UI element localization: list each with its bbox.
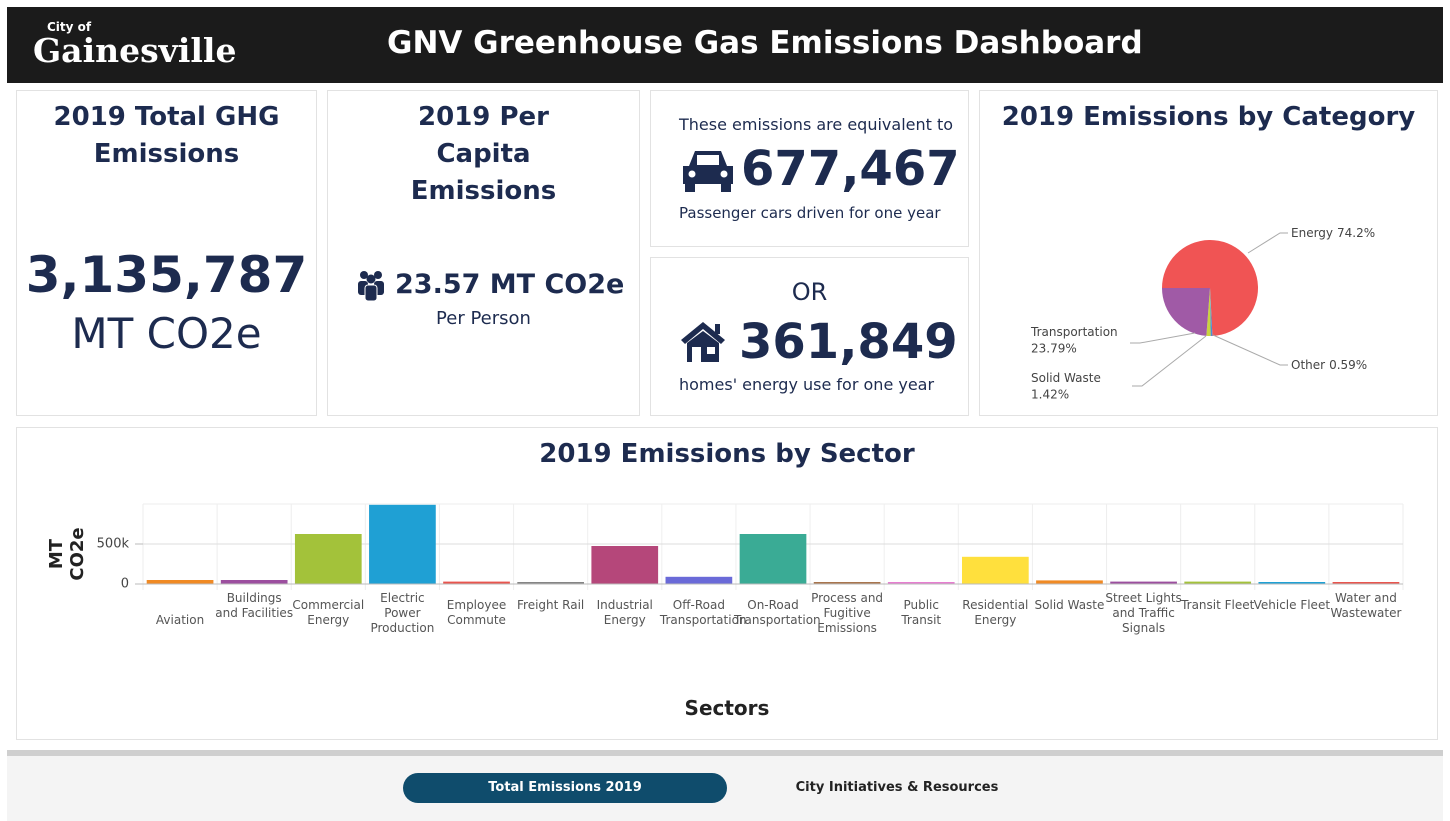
x-tick-label: Solid Waste xyxy=(1034,598,1105,612)
total-unit: MT CO2e xyxy=(71,309,262,358)
pie-label-value: 1.42% xyxy=(1031,388,1069,402)
bar xyxy=(813,582,881,584)
pie-slice xyxy=(1210,288,1213,336)
leader-line xyxy=(1212,334,1288,366)
bar xyxy=(294,534,362,584)
pie-label-value: 74.2% xyxy=(1337,226,1375,240)
bar xyxy=(1184,581,1252,584)
total-value: 3,135,787 xyxy=(25,246,308,304)
sector-card: 2019 Emissions by Sector MT CO2e Sectors… xyxy=(16,427,1438,740)
bar xyxy=(739,534,807,584)
x-tick-label: Buildings and Facilities xyxy=(215,591,294,620)
x-tick-label: Commercial Energy xyxy=(292,598,365,627)
bar xyxy=(220,580,288,584)
x-tick-label: Process and Fugitive Emissions xyxy=(811,591,884,635)
per-capita-value: 23.57 MT CO2e xyxy=(395,269,625,300)
bar xyxy=(517,582,584,584)
bar-chart: 0 500k xyxy=(97,503,1404,592)
x-tick-label: On-Road Transportation xyxy=(734,598,821,627)
homes-intro: OR xyxy=(791,278,828,306)
tab[interactable]: City Initiatives & Resources xyxy=(795,780,999,795)
tab-active[interactable]: Total Emissions 2019 xyxy=(403,773,727,803)
total-card: 2019 Total GHG Emissions 3,135,787 MT CO… xyxy=(16,90,317,416)
pie-label-value: 0.59% xyxy=(1329,358,1367,372)
x-tick-label: Residential Energy xyxy=(962,598,1029,627)
pie-chart: Energy 74.2% Other 0.59% Solid Waste 1.42% Tra… xyxy=(1030,226,1375,402)
bar xyxy=(665,576,733,584)
x-tick-label: Street Lights and Traffic Signals xyxy=(1105,591,1182,635)
people-icon xyxy=(358,271,384,301)
x-tick-label: Aviation xyxy=(155,613,205,627)
bar xyxy=(1110,581,1177,584)
bar xyxy=(146,580,214,584)
y-tick-label: 500k xyxy=(97,537,130,552)
pie-label-name: Other xyxy=(1291,358,1325,372)
car-icon xyxy=(683,151,733,192)
page-title: GNV Greenhouse Gas Emissions Dashboard xyxy=(387,25,1143,61)
bar xyxy=(887,582,955,584)
bar xyxy=(443,581,510,584)
leader-line xyxy=(1130,332,1196,344)
x-tick-label: Public Transit xyxy=(901,598,942,627)
pie-slice xyxy=(1162,288,1210,336)
chart-title: 2019 Emissions by Sector xyxy=(539,439,915,469)
bar xyxy=(591,546,659,584)
logo-small: City of xyxy=(47,20,92,34)
pie-label: Energy 74.2% xyxy=(1291,226,1375,240)
per-capita-caption: Per Person xyxy=(436,308,531,329)
pie-slice xyxy=(1206,288,1211,336)
y-tick-label: 0 xyxy=(121,577,129,592)
x-tick-label: Water and Wastewater xyxy=(1330,591,1402,620)
bar xyxy=(1332,582,1400,584)
chart-title: 2019 Emissions by Category xyxy=(1001,102,1416,132)
homes-value: 361,849 xyxy=(739,314,958,370)
cars-value: 677,467 xyxy=(741,141,960,197)
pie-label-name: Transportation xyxy=(1030,325,1118,339)
header: City of Gainesville GNV Greenhouse Gas E… xyxy=(7,7,1443,83)
cars-card: These emissions are equivalent to 677,46… xyxy=(650,90,969,247)
house-icon xyxy=(681,322,725,362)
footer: Total Emissions 2019 City Initiatives & … xyxy=(7,756,1443,821)
x-tick-label: Industrial Energy xyxy=(596,598,653,627)
x-axis-label: Sectors xyxy=(684,696,770,720)
homes-caption: homes' energy use for one year xyxy=(679,375,935,394)
bar xyxy=(1258,582,1326,584)
x-tick-label: Employee Commute xyxy=(446,598,507,627)
pie-label: Solid Waste xyxy=(1031,371,1101,385)
pie-label: Other 0.59% xyxy=(1291,358,1367,372)
pie-slice xyxy=(1162,240,1258,336)
pie-label-name: Solid Waste xyxy=(1031,371,1101,385)
cars-caption: Passenger cars driven for one year xyxy=(679,204,941,222)
cars-intro: These emissions are equivalent to xyxy=(679,115,954,134)
x-tick-label: Transit Fleet xyxy=(1181,598,1255,612)
x-tick-label: Freight Rail xyxy=(517,598,585,612)
category-card: 2019 Emissions by Category Energy 74.2% Ot… xyxy=(979,90,1438,416)
pie-label: Transportation xyxy=(1030,325,1118,339)
x-tick-label: Vehicle Fleet xyxy=(1253,598,1331,612)
logo: Gainesville xyxy=(33,31,237,70)
footer-divider xyxy=(7,750,1443,756)
bar xyxy=(369,504,436,584)
bar xyxy=(1036,580,1103,584)
homes-card: OR 361,849 homes' energy use for one yea… xyxy=(650,257,969,416)
bar xyxy=(962,556,1029,584)
leader-line xyxy=(1247,232,1288,254)
pie-label-name: Energy xyxy=(1291,226,1333,240)
x-tick-label: Off-Road Transportation xyxy=(659,598,747,627)
card-title: 2019 Total GHG Emissions xyxy=(53,102,280,169)
per-capita-card: 2019 Per Capita Emissions 23.57 MT CO2e … xyxy=(327,90,640,416)
leader-line xyxy=(1132,335,1207,387)
card-title: 2019 Per Capita Emissions xyxy=(410,102,557,206)
pie-label-value: 23.79% xyxy=(1031,342,1077,356)
x-tick-label: Electric Power Production xyxy=(370,591,435,635)
